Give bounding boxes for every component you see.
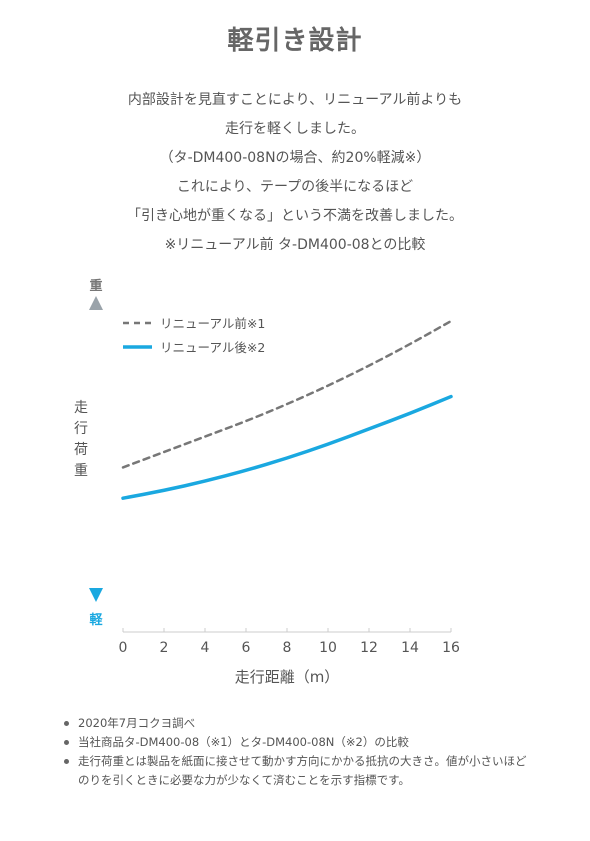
y-axis-bottom-label: 軽: [89, 612, 103, 628]
x-tick-label: 6: [242, 640, 251, 656]
x-tick-label: 2: [160, 640, 169, 656]
x-tick-label: 8: [283, 640, 292, 656]
x-tick-label: 10: [319, 640, 337, 656]
x-axis-label: 走行距離（m）: [235, 668, 340, 686]
page-title: 軽引き設計: [227, 26, 363, 56]
note-item: 2020年7月コクヨ調べ: [64, 714, 534, 733]
y-axis-arrow-down: [89, 588, 103, 602]
description-line: 「引き心地が重くなる」という不満を改善しました。: [127, 208, 463, 224]
series-line-1: [121, 319, 453, 469]
y-axis-label: 走行荷重: [74, 400, 88, 479]
legend-label-2: リニューアル後※2: [160, 340, 265, 355]
x-tick-label: 12: [360, 640, 378, 656]
x-tick-label: 16: [442, 640, 460, 656]
description-line: 走行を軽くしました。: [225, 121, 365, 137]
description-line: ※リニューアル前 タ-DM400-08との比較: [164, 237, 426, 253]
description-line: これにより、テープの後半になるほど: [176, 179, 414, 195]
description: 内部設計を見直すことにより、リニューアル前よりも 走行を軽くしました。 （タ-D…: [0, 86, 590, 260]
load-chart: 重軽 走行荷重 0 2 4 6 8 10 12 14 16 走行距離（m） リニューアル前※1 リニューア…: [74, 278, 460, 686]
note-item: 走行荷重とは製品を紙面に接させて動かす方向にかかる抵抗の大きさ。値が小さいほどの…: [64, 752, 534, 790]
legend-label-1: リニューアル前※1: [160, 316, 265, 331]
description-line: （タ-DM400-08Nの場合、約20%軽減※）: [159, 150, 431, 166]
x-tick-label: 14: [401, 640, 419, 656]
y-axis-arrow-up: [89, 296, 103, 310]
notes-list: 2020年7月コクヨ調べ 当社商品タ-DM400-08（※1）とタ-DM400-…: [64, 714, 534, 790]
note-item: 当社商品タ-DM400-08（※1）とタ-DM400-08N（※2）の比較: [64, 733, 534, 752]
x-tick-label: 4: [201, 640, 210, 656]
description-line: 内部設計を見直すことにより、リニューアル前よりも: [127, 92, 463, 108]
x-tick-label: 0: [119, 640, 128, 656]
y-axis-top-label: 重: [89, 278, 102, 294]
series-line-2: [121, 394, 453, 500]
